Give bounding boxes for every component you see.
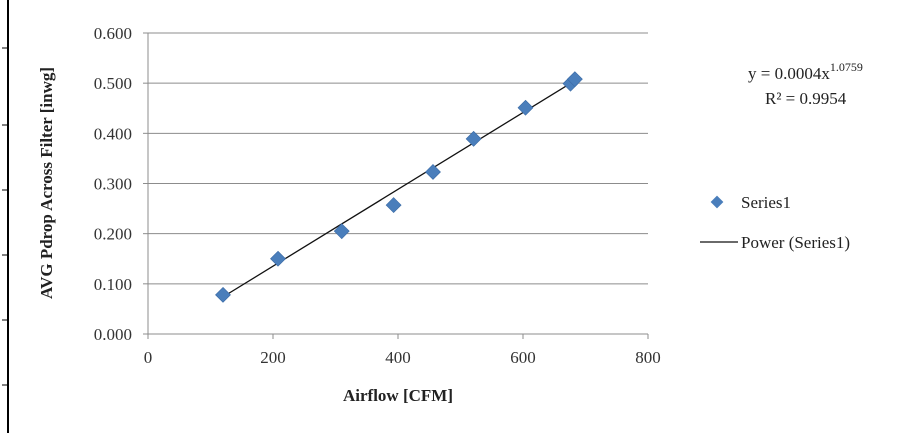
legend-series1-label: Series1 [741, 193, 791, 212]
x-tick-label: 200 [260, 348, 286, 367]
x-tick-label: 600 [510, 348, 536, 367]
legend-series1-marker [710, 195, 724, 209]
y-tick-label: 0.600 [94, 24, 132, 43]
data-point [215, 286, 231, 303]
data-point [385, 197, 402, 213]
y-tick-labels: 0.000 0.100 0.200 0.300 0.400 0.500 0.600 [94, 24, 132, 344]
trendline-equation: y = 0.0004x1.0759 R² = 0.9954 [748, 60, 863, 108]
left-frame-border [0, 0, 10, 433]
legend-trendline-label: Power (Series1) [741, 233, 850, 252]
data-point [465, 130, 482, 147]
data-point [517, 99, 534, 116]
data-points [215, 71, 583, 303]
x-tick-label: 800 [635, 348, 661, 367]
data-point [270, 250, 286, 267]
legend-item-trendline: Power (Series1) [700, 233, 850, 252]
y-tick-label: 0.400 [94, 124, 132, 143]
axes [147, 33, 648, 335]
legend-item-series1: Series1 [710, 193, 791, 212]
r-squared-text: R² = 0.9954 [765, 89, 847, 108]
x-axis-title: Airflow [CFM] [343, 386, 453, 405]
x-tick-label: 0 [144, 348, 153, 367]
y-tick-label: 0.500 [94, 74, 132, 93]
equation-exponent: 1.0759 [830, 60, 863, 74]
data-point [425, 164, 441, 180]
y-axis-title: AVG Pdrop Across Filter [inwg] [37, 67, 56, 299]
y-tick-label: 0.000 [94, 325, 132, 344]
data-point [566, 71, 583, 88]
x-tick-labels: 0 200 400 600 800 [144, 348, 661, 367]
y-tick-label: 0.100 [94, 275, 132, 294]
y-tick-label: 0.300 [94, 175, 132, 194]
data-point [333, 223, 350, 240]
grid-lines [143, 32, 649, 339]
equation-base: y = 0.0004x [748, 64, 830, 83]
x-tick-label: 400 [385, 348, 411, 367]
legend: Series1 Power (Series1) [700, 193, 850, 252]
y-tick-label: 0.200 [94, 225, 132, 244]
equation-text: y = 0.0004x1.0759 [748, 60, 863, 83]
